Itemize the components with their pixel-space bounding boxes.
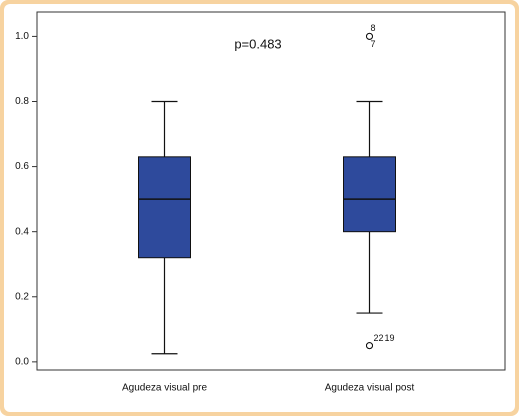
y-tick-label: 0.4 — [15, 226, 29, 237]
x-tick-label: Agudeza visual post — [325, 383, 415, 394]
y-tick-label: 0.0 — [15, 357, 29, 368]
x-tick-label: Agudeza visual pre — [122, 383, 207, 394]
panel — [4, 4, 515, 412]
outlier-label: 22 — [374, 333, 384, 343]
box — [138, 156, 191, 259]
annotation: p=0.483 — [234, 36, 281, 51]
plot-frame — [36, 11, 506, 371]
y-tick-label: 0.6 — [15, 161, 29, 172]
outlier-label: 19 — [385, 333, 395, 343]
y-tick-label: 0.8 — [15, 96, 29, 107]
outlier-label: 7 — [371, 39, 376, 49]
outlier-label: 8 — [371, 23, 376, 33]
outlier — [366, 342, 373, 350]
y-tick-label: 0.2 — [15, 291, 29, 302]
box — [343, 156, 396, 233]
y-tick-label: 1.0 — [15, 31, 29, 42]
outlier — [366, 32, 373, 40]
